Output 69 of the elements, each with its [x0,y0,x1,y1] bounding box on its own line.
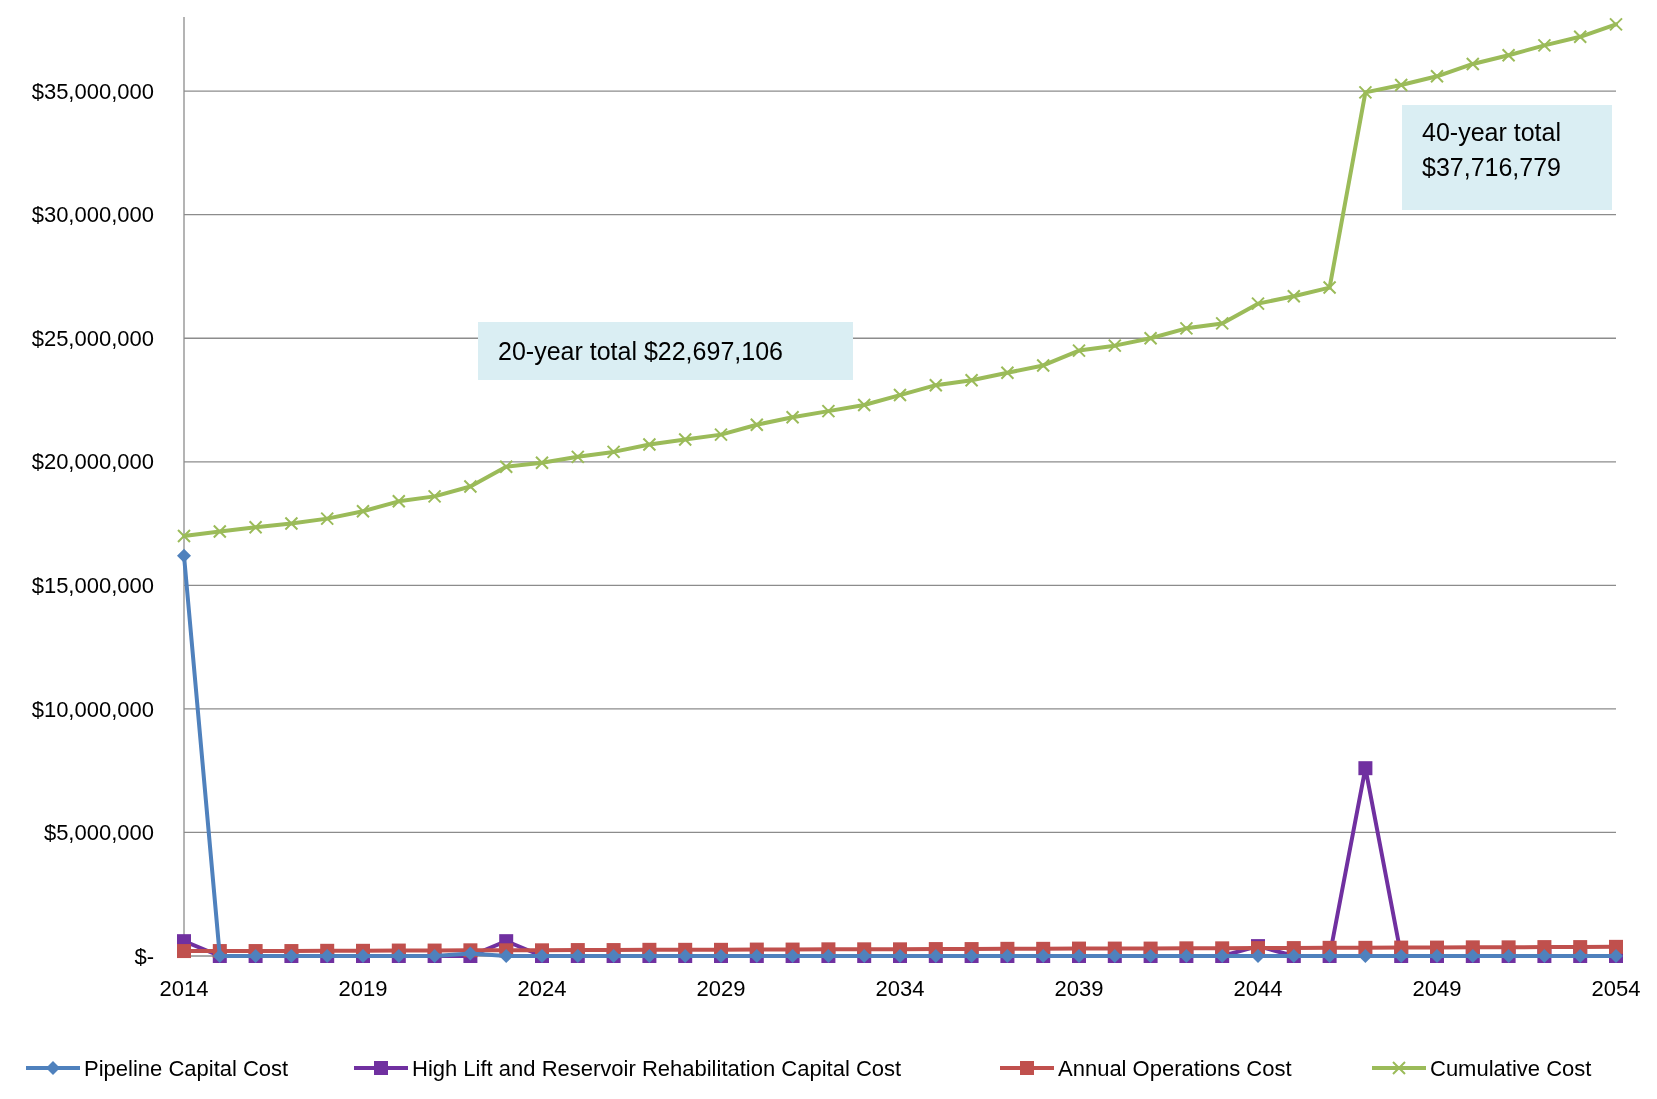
point [1286,289,1301,304]
point [1537,38,1552,53]
y-tick-label: $5,000,000 [43,820,154,846]
point [1358,949,1373,963]
y-tick-label: $20,000,000 [31,449,154,475]
point [1143,331,1158,346]
annotation: 20-year total $22,697,106 [498,337,783,365]
point [356,504,370,519]
annotation: 40-year total $37,716,779 [1422,118,1562,181]
point [320,511,335,526]
point [1430,69,1444,84]
point [1573,29,1588,44]
point [1107,338,1122,353]
point [1072,343,1086,358]
x-tick-label: 2039 [1054,976,1104,1001]
point [1358,85,1373,100]
point [1179,321,1194,336]
point [714,427,728,442]
x-tick-label: 2014 [159,976,209,1001]
y-tick-label: $10,000,000 [31,696,154,722]
point [391,494,406,509]
point [284,516,299,531]
x-tick-label: 2034 [875,976,925,1001]
point [1036,358,1051,373]
point [893,388,907,403]
point [642,437,657,452]
point [248,520,263,535]
point [928,378,943,393]
y-tick-label: $15,000,000 [31,573,154,599]
point [1501,48,1516,63]
legend-label: Annual Operations Cost [1058,1055,1292,1081]
point [570,449,585,464]
y-tick-label: $- [134,943,154,969]
x-tick-label: 2029 [696,976,746,1001]
point [785,410,800,425]
x-tick-label: 2049 [1412,976,1462,1001]
point [606,444,621,459]
point [535,455,549,470]
point [1000,365,1015,380]
point [1251,949,1265,963]
point [177,528,191,543]
x-tick-label: 2054 [1591,976,1641,1001]
point [964,373,979,388]
point [749,417,764,432]
point [1251,296,1265,311]
point [212,524,227,539]
point [857,397,872,412]
y-tick-label: $35,000,000 [31,78,154,104]
point [1609,17,1623,32]
point [821,404,836,419]
point [1465,56,1480,71]
point [1322,280,1337,295]
point [499,459,514,474]
legend-label: Cumulative Cost [1430,1055,1592,1081]
point [177,548,191,563]
point [1215,316,1230,331]
point [463,479,478,494]
point [1394,77,1409,92]
x-tick-label: 2019 [338,976,388,1001]
legend-label: High Lift and Reservoir Rehabilitation Capital Cost [412,1055,902,1081]
point [1358,761,1373,776]
point [177,944,191,959]
point [678,432,693,447]
legend-label: Pipeline Capital Cost [84,1055,289,1081]
x-tick-label: 2044 [1233,976,1283,1001]
y-tick-label: $25,000,000 [31,325,154,351]
x-tick-label: 2024 [517,976,567,1001]
y-tick-label: $30,000,000 [31,202,154,228]
point [427,489,442,504]
